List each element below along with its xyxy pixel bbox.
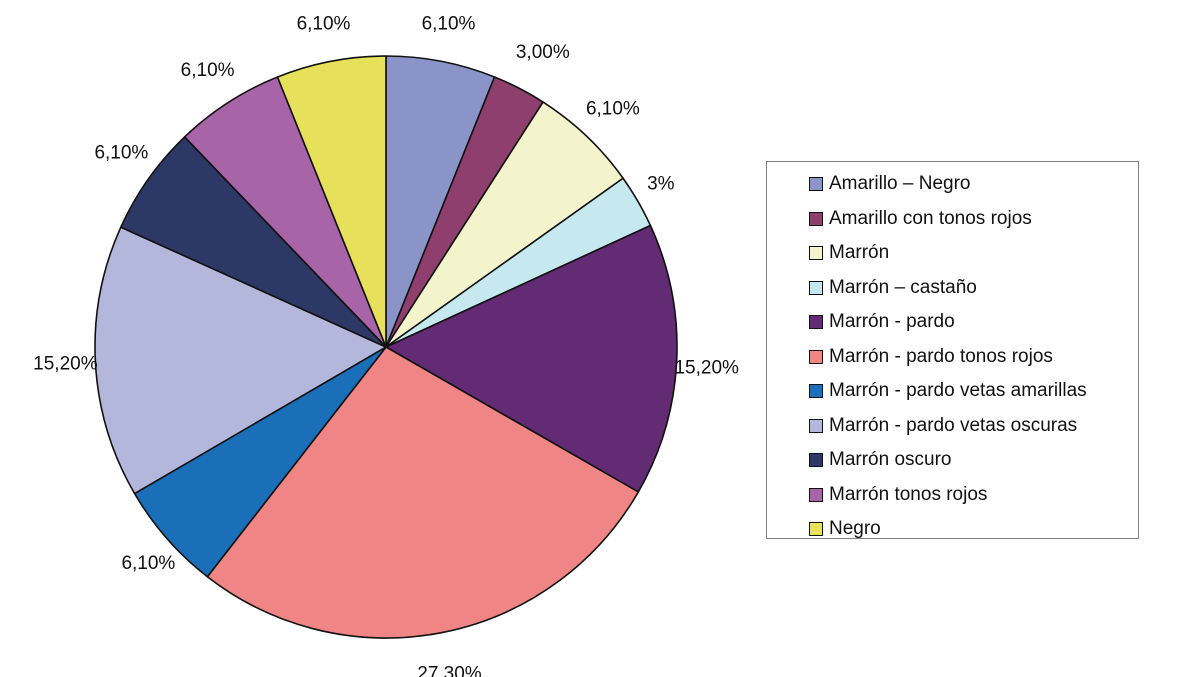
legend-swatch [809, 487, 823, 502]
legend-item: Marrón – castaño [767, 271, 1138, 306]
pie-slices [94, 55, 678, 639]
legend-swatch [809, 453, 823, 468]
legend-item: Marrón [767, 236, 1138, 271]
pie-slice-label: 15,20% [33, 354, 98, 375]
legend-item: Negro [767, 512, 1138, 547]
pie-slice-label: 6,10% [297, 14, 351, 35]
pie-slice-label: 3,00% [516, 42, 570, 63]
pie-labels: 6,10% 3,00% 6,10% 3% 15,20% 27,30% 6,10% 15,20%… [33, 14, 739, 677]
legend-item: Marrón tonos rojos [767, 478, 1138, 513]
legend-item: Marrón - pardo [767, 305, 1138, 340]
legend-label: Marrón - pardo [829, 311, 955, 333]
pie-slice-label: 6,10% [181, 60, 235, 81]
legend-label: Marrón - pardo vetas amarillas [829, 380, 1087, 402]
legend-item: Marrón - pardo vetas amarillas [767, 374, 1138, 409]
pie-slice-label: 3% [647, 174, 675, 195]
legend-item: Marrón - pardo tonos rojos [767, 340, 1138, 375]
legend-label: Marrón [829, 242, 890, 264]
legend-swatch [809, 280, 823, 295]
legend-swatch [809, 315, 823, 330]
legend-label: Amarillo – Negro [829, 173, 971, 195]
pie-slice [94, 226, 387, 495]
legend-item: Marrón - pardo vetas oscuras [767, 409, 1138, 444]
legend-label: Marrón oscuro [829, 449, 952, 471]
legend-swatch [809, 177, 823, 192]
pie-slice-label: 6,10% [121, 553, 175, 574]
pie-slice-label: 27,30% [417, 663, 482, 677]
pie-slice [276, 55, 387, 348]
pie-slice [385, 224, 678, 493]
legend-swatch [809, 384, 823, 399]
pie-slice-label: 15,20% [674, 357, 739, 378]
pie-slice-label: 6,10% [94, 143, 148, 164]
legend-label: Marrón – castaño [829, 276, 977, 298]
legend-swatch [809, 418, 823, 433]
legend-item: Marrón oscuro [767, 443, 1138, 478]
legend-label: Marrón - pardo tonos rojos [829, 345, 1053, 367]
legend-item: Amarillo – Negro [767, 167, 1138, 202]
pie-slice [206, 346, 640, 639]
legend: Amarillo – Negro Amarillo con tonos rojos… [766, 161, 1139, 539]
pie-slice-label: 6,10% [422, 14, 476, 35]
legend-label: Marrón - pardo vetas oscuras [829, 414, 1078, 436]
pie-slice-label: 6,10% [586, 98, 640, 119]
legend-label: Negro [829, 518, 881, 540]
legend-label: Marrón tonos rojos [829, 483, 988, 505]
legend-label: Amarillo con tonos rojos [829, 207, 1032, 229]
legend-swatch [809, 246, 823, 261]
legend-swatch [809, 349, 823, 364]
legend-item: Amarillo con tonos rojos [767, 202, 1138, 237]
legend-swatch [809, 211, 823, 226]
legend-swatch [809, 522, 823, 537]
